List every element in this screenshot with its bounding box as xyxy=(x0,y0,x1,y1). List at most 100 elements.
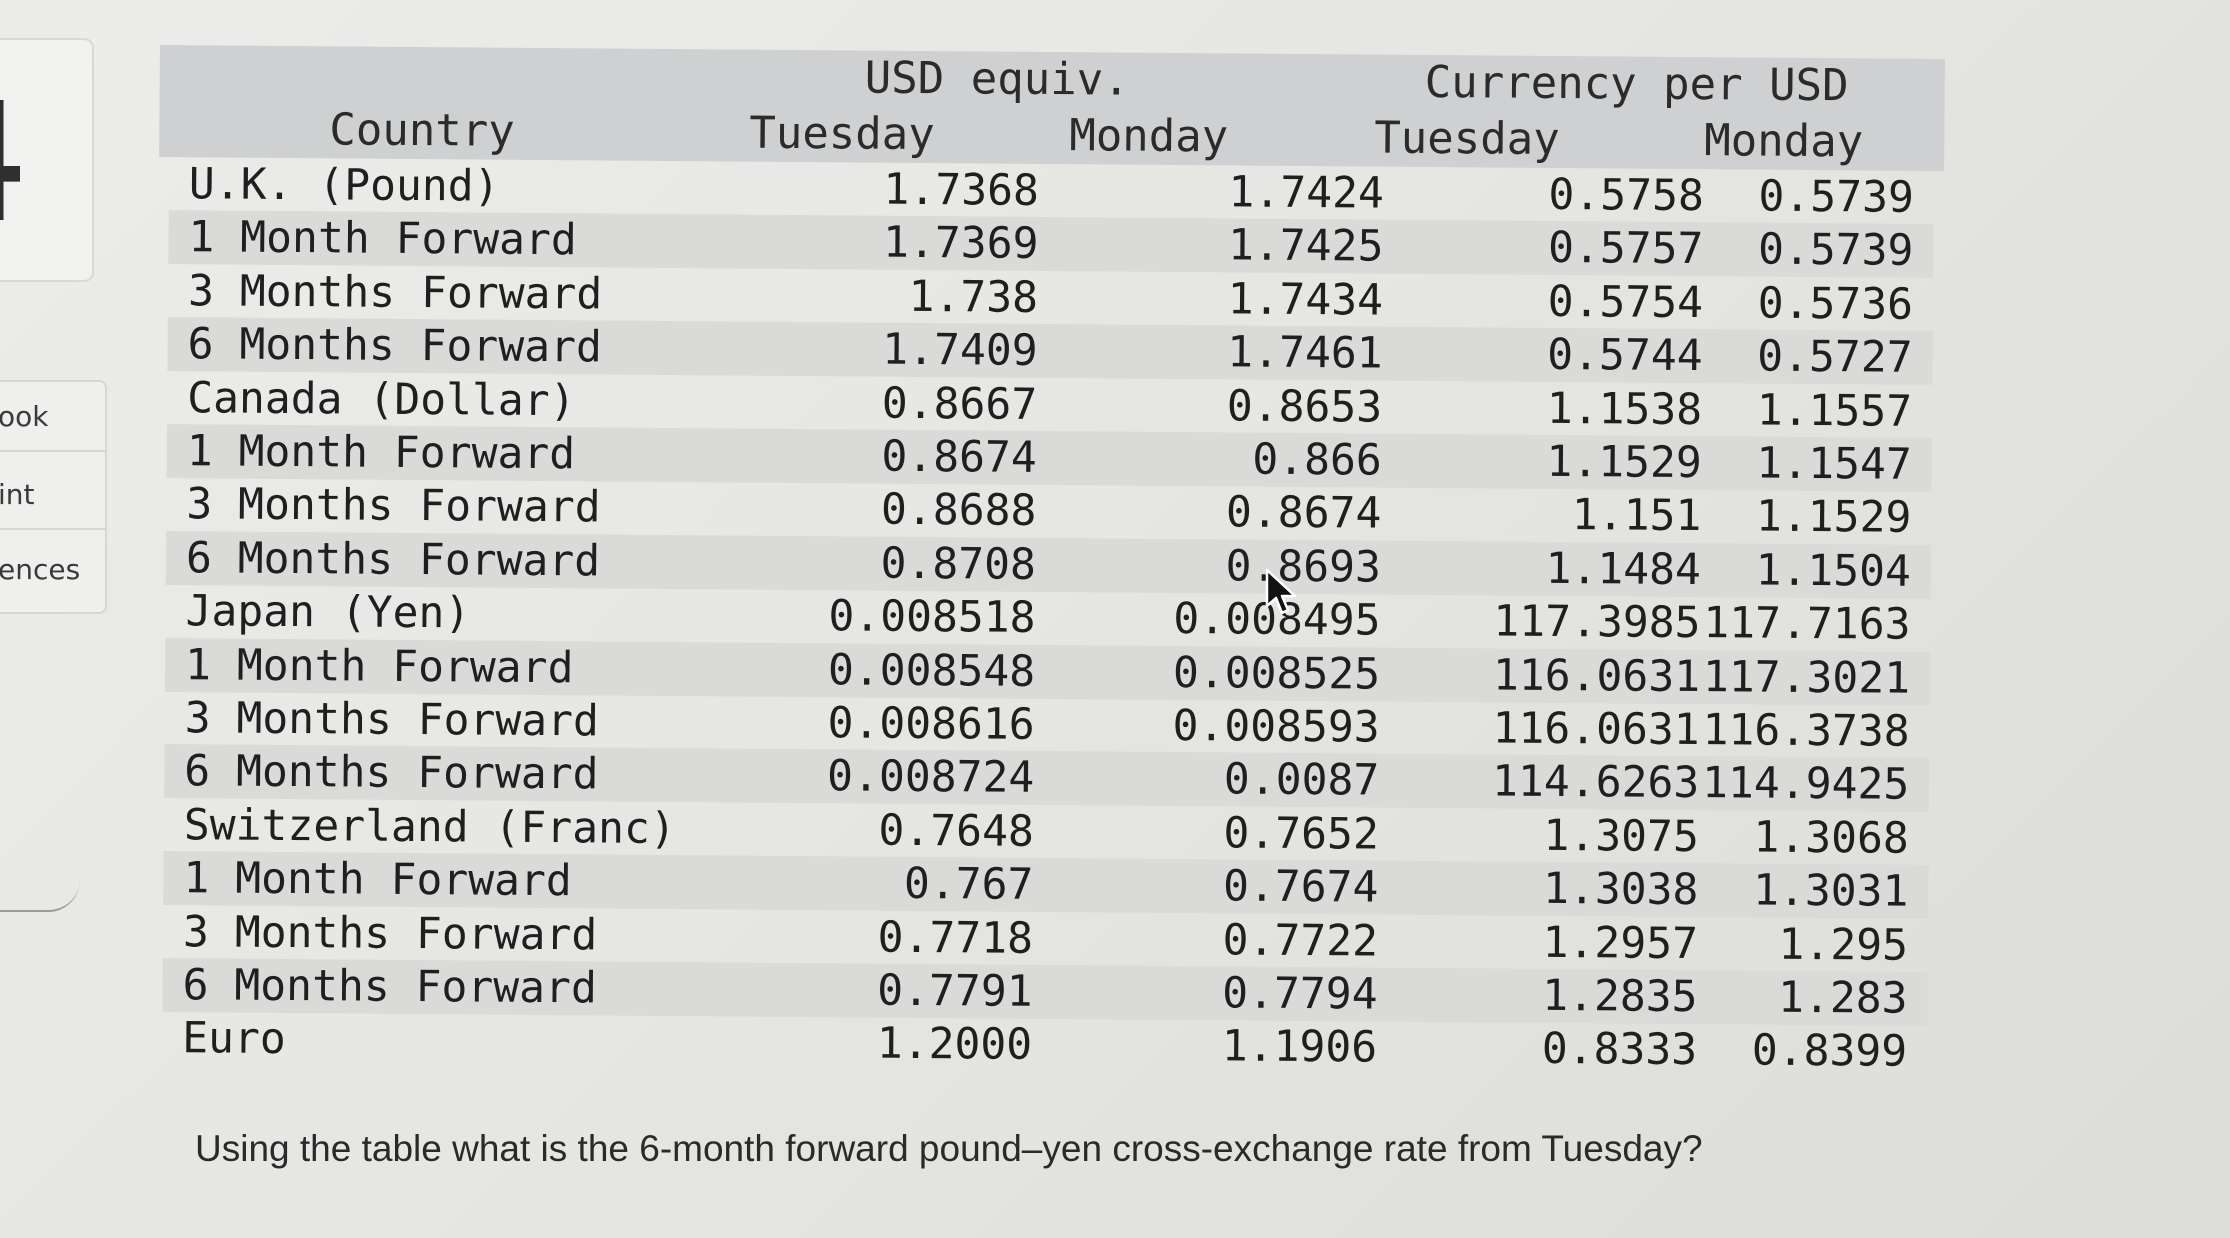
cell-usd-tuesday: 0.7648 xyxy=(878,805,1035,857)
cell-usd-monday: 1.7461 xyxy=(1227,327,1383,379)
column-header-usd-monday: Monday xyxy=(1069,110,1229,163)
cell-usd-monday: 0.7652 xyxy=(1223,808,1380,860)
cell-cur-monday: 117.7163 xyxy=(1703,598,1911,650)
cell-cur-monday: 1.1504 xyxy=(1755,545,1912,597)
cell-cur-tuesday: 1.1529 xyxy=(1546,436,1702,489)
exchange-rate-table: USD equiv. Currency per USD Country Tues… xyxy=(152,45,1945,1079)
cell-country: Euro xyxy=(182,1013,286,1065)
mouse-pointer-icon xyxy=(1265,568,1297,615)
cell-country: 3 Months Forward xyxy=(182,906,598,961)
cell-cur-monday: 0.5736 xyxy=(1757,278,1914,330)
cell-cur-tuesday: 117.3985 xyxy=(1493,596,1701,649)
cell-usd-tuesday: 1.7369 xyxy=(882,218,1039,270)
cell-cur-tuesday: 1.2957 xyxy=(1542,917,1699,969)
cell-cur-monday: 1.1547 xyxy=(1756,438,1912,490)
cell-cur-tuesday: 1.151 xyxy=(1571,490,1702,542)
cell-country: 3 Months Forward xyxy=(186,479,601,533)
cell-cur-tuesday: 116.0631 xyxy=(1492,650,1701,702)
sidebar-item-1[interactable]: ook xyxy=(0,382,105,452)
cell-cur-monday: 0.5727 xyxy=(1757,331,1913,383)
column-header-usd-tuesday: Tuesday xyxy=(749,107,935,161)
cell-cur-monday: 1.283 xyxy=(1777,972,1908,1024)
column-header-cur-tuesday: Tuesday xyxy=(1374,112,1560,165)
cell-cur-monday: 0.5739 xyxy=(1758,171,1915,223)
cell-cur-monday: 116.3738 xyxy=(1702,705,1910,757)
cell-usd-monday: 0.008525 xyxy=(1172,647,1381,700)
sidebar-item-3[interactable]: ences xyxy=(0,553,81,586)
group-header-currency-per-usd: Currency per USD xyxy=(1424,56,1849,112)
cell-cur-tuesday: 1.3075 xyxy=(1543,810,1700,862)
cell-cur-monday: 1.295 xyxy=(1778,919,1909,971)
cell-usd-tuesday: 0.8708 xyxy=(880,538,1037,590)
cell-usd-tuesday: 1.738 xyxy=(908,271,1039,323)
cell-cur-tuesday: 0.5744 xyxy=(1547,330,1703,382)
cell-cur-monday: 0.8399 xyxy=(1751,1025,1908,1078)
cell-usd-monday: 1.7425 xyxy=(1227,220,1384,273)
cell-cur-monday: 1.1529 xyxy=(1755,491,1912,544)
cell-usd-monday: 0.7674 xyxy=(1222,861,1379,913)
question-text: Using the table what is the 6-month forw… xyxy=(195,1128,1703,1169)
cell-cur-monday: 1.3031 xyxy=(1752,865,1909,917)
cell-country: U.K. (Pound) xyxy=(188,159,500,212)
group-header-usd-equiv: USD equiv. xyxy=(864,52,1130,106)
cell-cur-tuesday: 1.2835 xyxy=(1542,970,1698,1023)
cell-usd-tuesday: 0.8674 xyxy=(881,431,1037,483)
column-header-country: Country xyxy=(329,104,515,157)
table-header: USD equiv. Currency per USD Country Tues… xyxy=(159,45,1945,172)
cell-cur-tuesday: 0.8333 xyxy=(1541,1024,1698,1076)
cell-usd-monday: 0.008593 xyxy=(1172,700,1380,753)
cell-usd-tuesday: 1.2000 xyxy=(876,1019,1033,1071)
cell-cur-tuesday: 0.5757 xyxy=(1547,223,1704,275)
cell-cur-tuesday: 1.3038 xyxy=(1542,864,1699,916)
column-header-cur-monday: Monday xyxy=(1704,115,1864,168)
cell-country: 1 Month Forward xyxy=(186,426,576,480)
sidebar-divider xyxy=(0,880,80,912)
cell-cur-monday: 1.1557 xyxy=(1756,385,1913,437)
cell-usd-tuesday: 0.8667 xyxy=(881,378,1038,430)
cell-usd-monday: 0.0087 xyxy=(1223,754,1380,806)
cell-usd-monday: 0.7722 xyxy=(1222,914,1379,967)
cell-usd-monday: 1.7424 xyxy=(1228,167,1385,219)
sidebar-menu: ook int ences xyxy=(0,380,107,614)
cell-usd-monday: 0.8653 xyxy=(1226,380,1383,433)
sidebar-card xyxy=(0,38,94,282)
cell-usd-monday: 1.7434 xyxy=(1227,274,1384,326)
cell-cur-tuesday: 1.1538 xyxy=(1546,383,1703,435)
cell-cur-monday: 117.3021 xyxy=(1702,651,1911,704)
cell-country: 6 Months Forward xyxy=(184,746,599,800)
cell-usd-tuesday: 0.7718 xyxy=(877,912,1034,964)
cell-usd-tuesday: 0.008518 xyxy=(828,591,1036,644)
cell-country: Japan (Yen) xyxy=(185,586,471,639)
sidebar-item-2[interactable]: int xyxy=(0,460,105,530)
cell-country: 1 Month Forward xyxy=(183,853,572,907)
cell-cur-tuesday: 0.5758 xyxy=(1548,169,1705,222)
cell-usd-tuesday: 0.008724 xyxy=(826,751,1035,804)
cell-cur-tuesday: 1.1484 xyxy=(1545,543,1702,595)
cell-country: 1 Month Forward xyxy=(188,212,578,266)
cell-usd-tuesday: 0.008548 xyxy=(827,644,1036,697)
cell-country: 6 Months Forward xyxy=(187,319,603,373)
cell-usd-monday: 0.7794 xyxy=(1222,968,1378,1020)
cell-cur-tuesday: 116.0631 xyxy=(1492,703,1700,756)
cell-usd-monday: 0.866 xyxy=(1252,434,1382,486)
cell-country: 3 Months Forward xyxy=(184,693,600,747)
cell-country: Canada (Dollar) xyxy=(187,372,576,426)
cell-country: 6 Months Forward xyxy=(185,533,601,587)
cell-usd-monday: 0.008495 xyxy=(1173,594,1381,646)
cell-cur-monday: 114.9425 xyxy=(1701,758,1910,811)
cell-cur-monday: 0.5739 xyxy=(1757,224,1914,277)
cell-usd-monday: 0.8693 xyxy=(1225,541,1382,593)
cell-usd-tuesday: 0.008616 xyxy=(827,698,1035,750)
cell-country: 1 Month Forward xyxy=(184,639,574,693)
cell-country: 6 Months Forward xyxy=(182,960,598,1014)
cell-usd-monday: 1.1906 xyxy=(1221,1021,1378,1073)
cell-usd-tuesday: 1.7368 xyxy=(883,164,1040,216)
cell-usd-tuesday: 1.7409 xyxy=(882,324,1038,377)
cell-usd-monday: 0.8674 xyxy=(1225,487,1382,539)
cell-cur-tuesday: 114.6263 xyxy=(1491,756,1700,809)
cell-country: 3 Months Forward xyxy=(187,266,603,320)
cell-cur-tuesday: 0.5754 xyxy=(1547,276,1704,328)
cell-usd-tuesday: 0.767 xyxy=(903,859,1034,911)
cell-usd-tuesday: 0.8688 xyxy=(880,485,1037,537)
cell-usd-tuesday: 0.7791 xyxy=(877,965,1033,1017)
